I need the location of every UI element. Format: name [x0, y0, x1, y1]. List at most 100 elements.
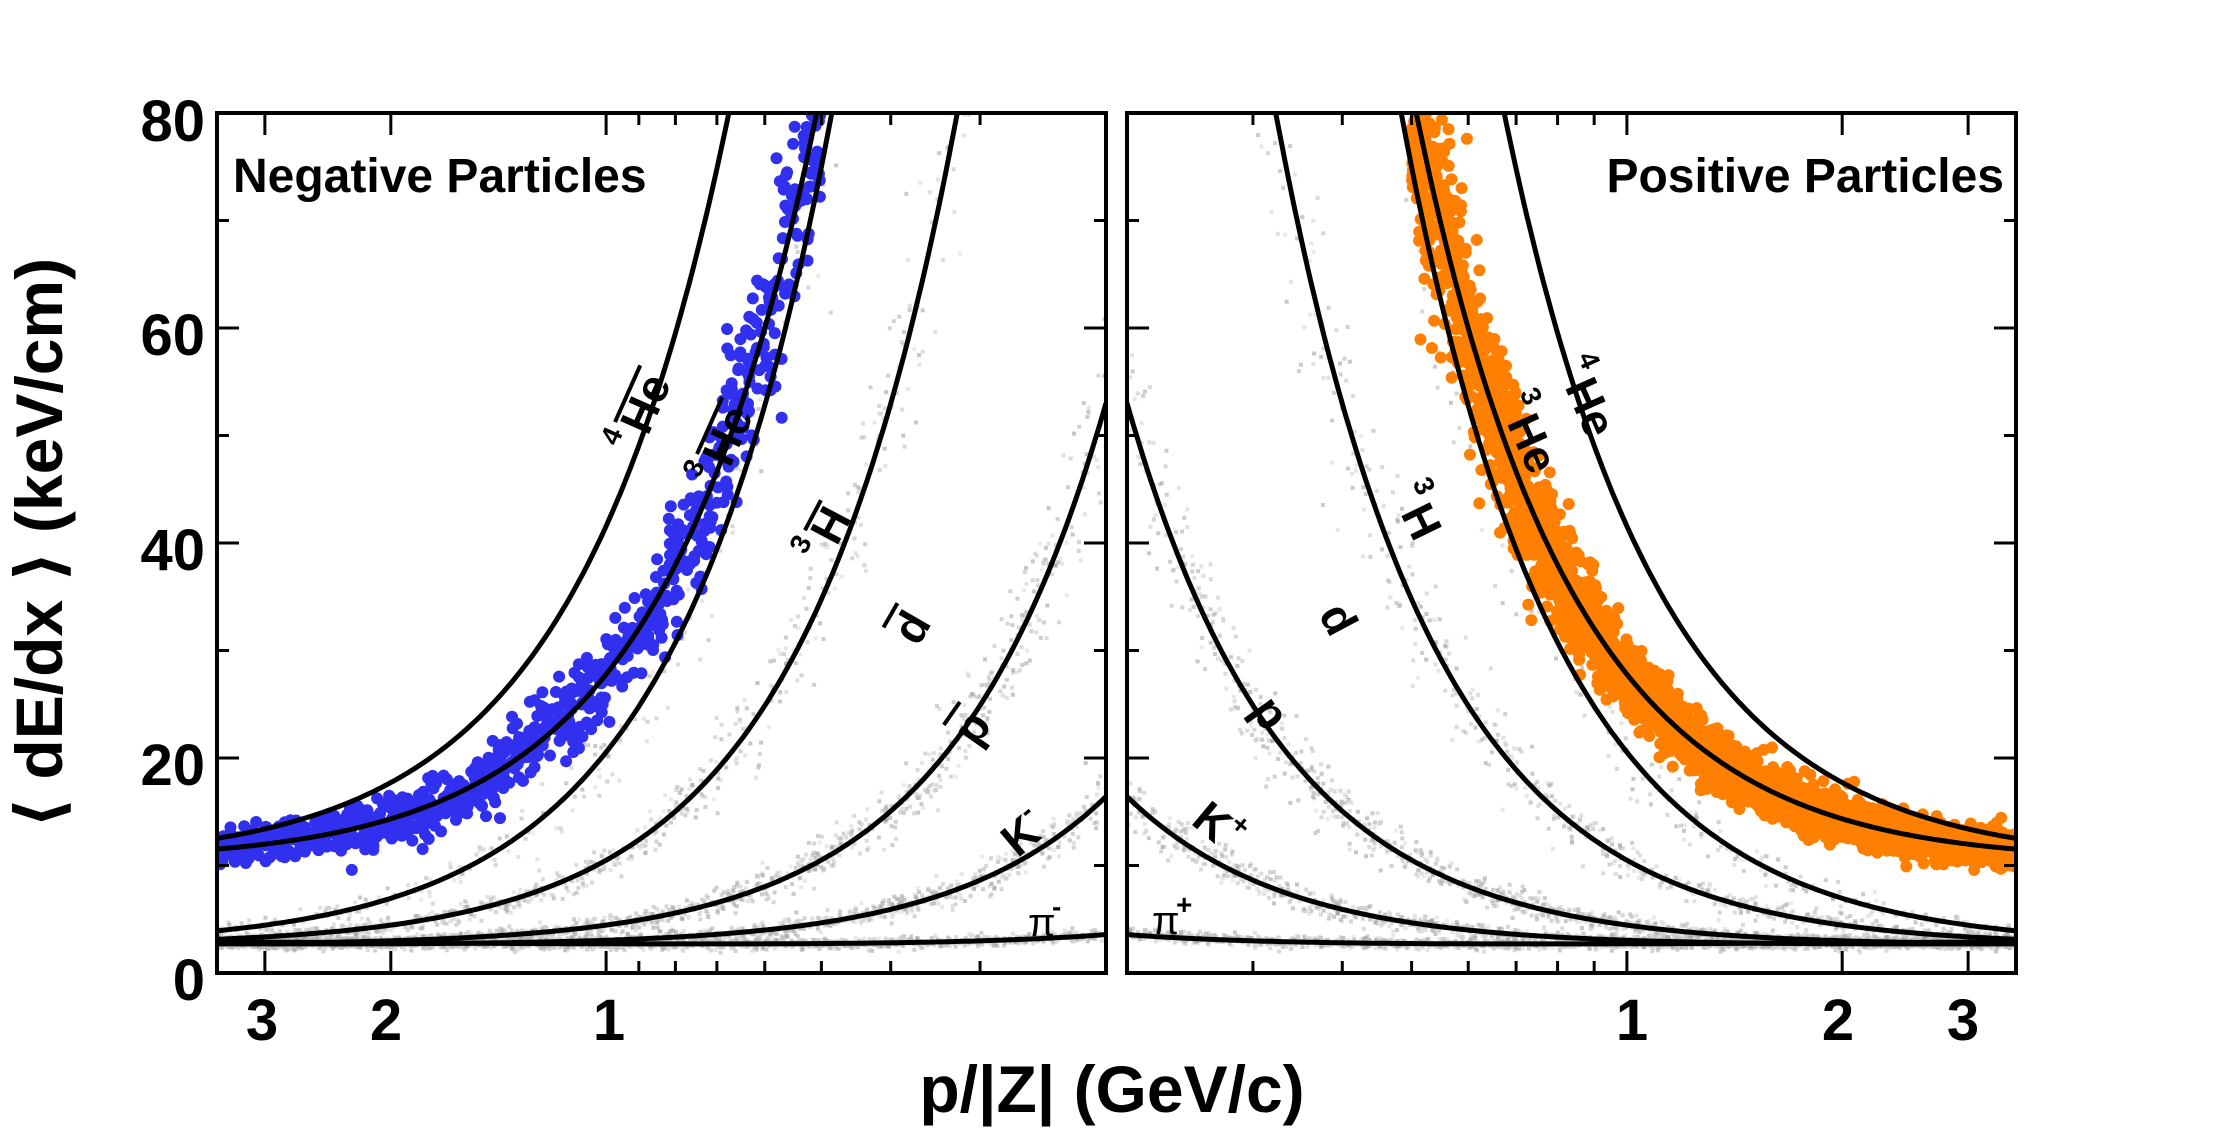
band-point: [744, 706, 749, 711]
band-point: [953, 774, 958, 779]
band-point: [1024, 582, 1029, 586]
band-point: [635, 828, 640, 833]
band-point: [883, 806, 888, 811]
band-point: [772, 890, 777, 895]
band-point: [1047, 855, 1052, 860]
band-point: [698, 917, 703, 922]
band-point: [1009, 866, 1014, 871]
band-point: [831, 856, 835, 861]
band-point: [959, 724, 964, 729]
band-point: [1571, 944, 1576, 949]
band-point: [1039, 567, 1044, 572]
band-point: [703, 805, 708, 809]
band-point: [887, 901, 892, 906]
band-point: [834, 163, 839, 168]
band-point: [590, 935, 595, 940]
band-point: [709, 614, 714, 618]
band-point: [427, 890, 432, 895]
band-point: [457, 875, 462, 880]
band-point: [287, 947, 292, 952]
band-point: [654, 906, 659, 911]
band-point: [566, 889, 571, 894]
band-point: [882, 406, 887, 410]
band-point: [868, 385, 873, 390]
band-point: [706, 915, 711, 920]
band-point: [655, 919, 660, 924]
band-point: [1096, 782, 1100, 786]
band-point: [987, 709, 992, 714]
band-point: [899, 807, 904, 811]
band-point: [662, 669, 667, 674]
band-point: [963, 899, 967, 903]
band-point: [690, 903, 695, 908]
band-point: [560, 896, 565, 901]
band-point: [660, 947, 665, 952]
band-point: [622, 948, 627, 953]
band-point: [534, 927, 539, 932]
band-point: [539, 890, 544, 895]
band-point: [947, 886, 952, 891]
band-point: [262, 927, 267, 932]
band-point: [498, 905, 503, 910]
band-point: [541, 934, 546, 939]
band-point: [507, 924, 512, 929]
band-point: [778, 690, 783, 695]
band-point: [1086, 406, 1091, 410]
band-point: [801, 857, 806, 862]
band-point: [799, 859, 804, 864]
band-point: [284, 936, 289, 941]
band-point: [630, 945, 635, 950]
band-point: [271, 944, 276, 949]
band-point: [730, 530, 735, 535]
band-point: [321, 949, 326, 954]
band-point: [936, 808, 941, 813]
band-point: [1083, 512, 1087, 517]
band-point: [839, 515, 843, 520]
band-point: [717, 905, 722, 910]
band-point: [777, 875, 782, 880]
band-point: [638, 846, 643, 851]
band-point: [565, 948, 570, 953]
band-point: [1300, 943, 1305, 948]
band-point: [1069, 525, 1074, 530]
band-point: [508, 910, 513, 915]
band-point: [715, 908, 720, 913]
band-point: [902, 937, 907, 942]
band-point: [1033, 931, 1037, 935]
band-point: [731, 899, 736, 903]
band-point: [585, 935, 590, 940]
band-point: [712, 797, 717, 802]
band-point: [697, 936, 702, 941]
band-point: [1047, 846, 1052, 851]
band-point: [1092, 927, 1097, 932]
band-point: [1081, 485, 1086, 490]
band-point: [565, 936, 570, 941]
band-point: [864, 568, 868, 573]
band-point: [1020, 934, 1025, 939]
band-point: [791, 891, 796, 896]
band-point: [402, 944, 407, 949]
band-point: [609, 945, 614, 950]
band-point: [973, 872, 978, 877]
band-point: [674, 800, 679, 805]
band-point: [766, 935, 770, 940]
band-point: [632, 923, 637, 928]
band-point: [1277, 949, 1281, 954]
band-point: [503, 929, 508, 934]
band-point: [377, 895, 381, 900]
band-point: [593, 785, 598, 790]
band-point: [846, 508, 851, 513]
band-point: [930, 782, 935, 787]
band-point: [650, 669, 655, 674]
band-point: [1078, 811, 1083, 816]
band-point: [760, 892, 764, 897]
band-point: [867, 823, 872, 828]
band-point: [676, 662, 680, 667]
band-point: [1025, 648, 1030, 653]
band-point: [618, 861, 623, 866]
band-point: [629, 857, 634, 862]
band-point: [634, 911, 639, 916]
band-point: [402, 947, 407, 952]
band-point: [424, 876, 429, 881]
band-point: [618, 931, 623, 936]
